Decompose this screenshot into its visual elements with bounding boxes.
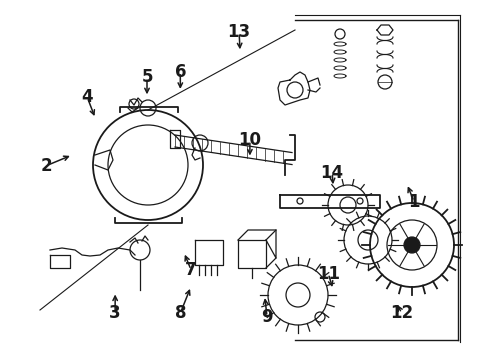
Text: 11: 11	[317, 265, 340, 283]
Text: 8: 8	[174, 304, 186, 322]
Text: 5: 5	[141, 68, 153, 86]
Text: 12: 12	[390, 304, 414, 322]
Text: 3: 3	[109, 304, 121, 322]
Text: 4: 4	[81, 88, 93, 106]
Text: 10: 10	[239, 131, 261, 149]
Text: 1: 1	[408, 193, 420, 211]
Circle shape	[404, 237, 420, 253]
Text: 6: 6	[174, 63, 186, 81]
Text: 9: 9	[261, 308, 273, 326]
Text: 2: 2	[41, 157, 52, 175]
Text: 13: 13	[227, 23, 251, 41]
Text: 14: 14	[320, 164, 344, 182]
Text: 7: 7	[185, 261, 197, 279]
